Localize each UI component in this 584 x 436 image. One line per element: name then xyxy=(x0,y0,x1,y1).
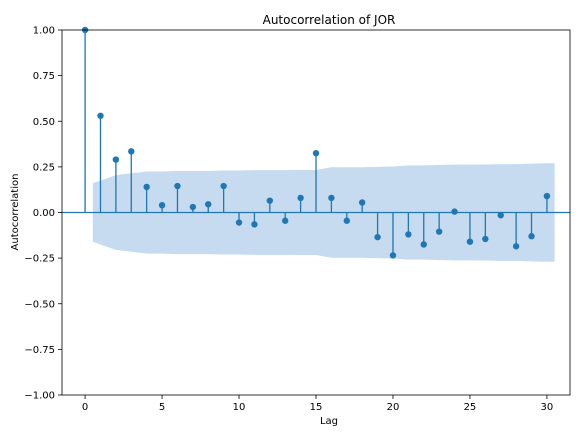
point-lag-9 xyxy=(220,182,227,190)
point-lag-15 xyxy=(312,149,320,157)
y-tick-label-8: 1.00 xyxy=(33,26,55,37)
point-lag-10 xyxy=(235,219,243,226)
x-tick-label-5: 5 xyxy=(159,402,165,413)
x-tick-label-15: 15 xyxy=(310,402,323,413)
point-lag-24 xyxy=(451,208,458,215)
point-lag-29 xyxy=(528,233,535,240)
x-tick-label-30: 30 xyxy=(541,402,554,413)
point-lag-7 xyxy=(189,203,197,211)
y-axis-ticks: −1.00 −0.75 −0.50 −0.25 0.00 0.25 0.50 0.75 1.00 xyxy=(24,26,62,402)
point-lag-5 xyxy=(158,202,166,209)
point-lag-19 xyxy=(374,233,381,241)
point-lag-20 xyxy=(389,252,397,259)
point-lag-3 xyxy=(128,148,135,155)
point-lag-11 xyxy=(251,221,258,228)
point-lag-27 xyxy=(497,212,504,219)
point-lag-28 xyxy=(512,243,520,250)
y-tick-label-6: 0.50 xyxy=(33,117,55,128)
chart-title: Autocorrelation of JOR xyxy=(263,13,396,27)
point-lag-17 xyxy=(343,217,350,224)
point-lag-21 xyxy=(405,231,412,238)
y-tick-label-7: 0.75 xyxy=(33,71,55,82)
y-tick-label-3: −0.25 xyxy=(24,254,55,265)
point-lag-1 xyxy=(97,112,104,119)
y-tick-label-0: −1.00 xyxy=(24,391,55,402)
x-tick-label-25: 25 xyxy=(464,402,477,413)
y-axis-label: Autocorrelation xyxy=(10,174,21,251)
point-lag-22 xyxy=(420,241,427,248)
point-lag-13 xyxy=(282,217,289,224)
x-tick-label-0: 0 xyxy=(82,402,88,413)
point-lag-14 xyxy=(297,194,304,202)
stems-layer xyxy=(62,26,570,259)
point-lag-25 xyxy=(466,238,474,245)
point-lag-23 xyxy=(435,228,443,235)
point-lag-26 xyxy=(482,235,489,243)
point-lag-6 xyxy=(174,182,181,190)
y-tick-label-5: 0.25 xyxy=(33,162,55,173)
x-axis-ticks: 0 5 10 15 20 25 30 xyxy=(82,395,553,413)
point-lag-8 xyxy=(205,201,212,208)
x-axis-label: Lag xyxy=(320,416,338,427)
y-tick-label-2: −0.50 xyxy=(24,299,55,310)
y-tick-label-4: 0.00 xyxy=(33,208,55,219)
point-lag-12 xyxy=(266,197,274,204)
x-tick-label-10: 10 xyxy=(233,402,246,413)
point-lag-2 xyxy=(112,156,120,163)
x-tick-label-20: 20 xyxy=(387,402,400,413)
point-lag-18 xyxy=(358,199,366,206)
point-lag-16 xyxy=(328,194,335,202)
point-lag-4 xyxy=(143,183,150,191)
point-lag-30 xyxy=(543,192,551,200)
y-tick-label-1: −0.75 xyxy=(24,345,55,356)
